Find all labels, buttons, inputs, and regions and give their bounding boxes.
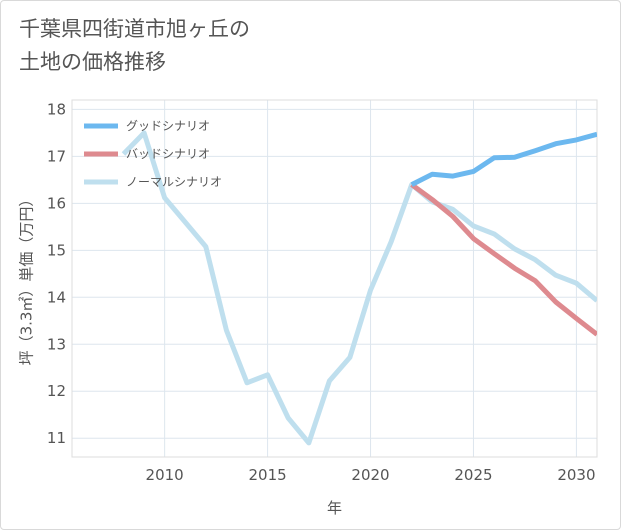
y-tick-label: 16 xyxy=(47,194,66,212)
plot-frame xyxy=(71,99,598,458)
series-line-2 xyxy=(121,130,597,446)
tick-labels: 2010 2015 2020 2025 2030 11 12 13 14 15 16 17 18 xyxy=(47,100,596,484)
y-tick-label: 12 xyxy=(47,382,66,400)
y-tick-label: 11 xyxy=(47,429,66,447)
y-axis-title: 坪（3.3㎡）単価（万円） xyxy=(18,192,36,366)
y-tick-label: 18 xyxy=(47,100,66,118)
series-layer xyxy=(121,130,597,446)
grid xyxy=(72,100,597,457)
y-tick-label: 13 xyxy=(47,335,66,353)
y-tick-label: 15 xyxy=(47,241,66,259)
y-tick-label: 14 xyxy=(47,288,66,306)
y-tick-label: 17 xyxy=(47,147,66,165)
series-line-0 xyxy=(410,131,597,187)
series-line-1 xyxy=(410,182,597,337)
x-tick-label: 2025 xyxy=(454,466,492,484)
chart-title: 千葉県四街道市旭ヶ丘の 土地の価格推移 xyxy=(19,17,250,74)
x-tick-label: 2015 xyxy=(248,466,286,484)
x-tick-label: 2030 xyxy=(557,466,595,484)
legend-label: グッドシナリオ xyxy=(126,119,210,133)
legend-label: ノーマルシナリオ xyxy=(126,175,222,189)
x-tick-label: 2010 xyxy=(146,466,184,484)
x-tick-label: 2020 xyxy=(351,466,389,484)
legend-label: バッドシナリオ xyxy=(126,147,210,161)
x-axis-title: 年 xyxy=(327,499,342,517)
